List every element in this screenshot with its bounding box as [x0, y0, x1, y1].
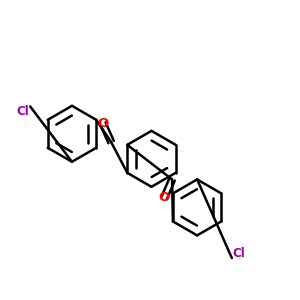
Text: O: O: [97, 117, 109, 130]
Text: O: O: [158, 191, 170, 205]
Text: Cl: Cl: [232, 247, 245, 260]
Text: Cl: Cl: [16, 105, 29, 118]
